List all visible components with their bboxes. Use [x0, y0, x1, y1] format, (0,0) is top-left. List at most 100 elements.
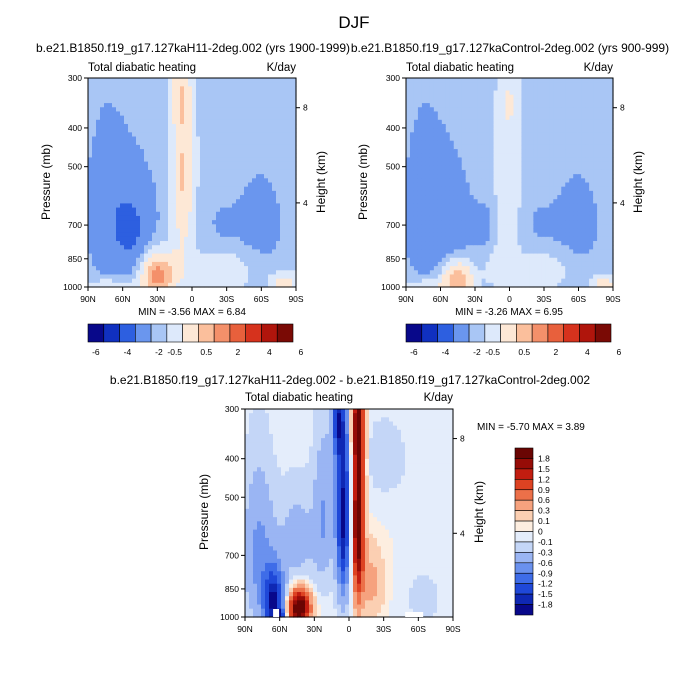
heatmap-cell — [465, 270, 471, 276]
heatmap-cell — [457, 249, 463, 255]
heatmap-cell — [88, 119, 93, 125]
heatmap-cell — [453, 82, 459, 87]
heatmap-cell — [248, 157, 253, 163]
heatmap-cell — [100, 178, 105, 184]
heatmap-cell — [108, 211, 113, 217]
heatmap-cell — [521, 132, 527, 138]
heatmap-cell — [108, 82, 113, 87]
heatmap-cell — [168, 253, 173, 259]
heatmap-cell — [417, 190, 423, 196]
heatmap-cell — [489, 149, 495, 154]
heatmap-cell — [88, 245, 93, 250]
heatmap-cell — [406, 140, 411, 146]
heatmap-cell — [228, 107, 233, 113]
heatmap-cell — [565, 278, 570, 284]
heatmap-cell — [108, 253, 113, 259]
heatmap-cell — [100, 111, 105, 117]
heatmap-cell — [533, 111, 538, 117]
heatmap-cell — [100, 103, 105, 108]
heatmap-cell — [533, 253, 538, 259]
heatmap-cell — [260, 132, 265, 138]
heatmap-cell — [292, 211, 297, 217]
heatmap-cell — [425, 78, 431, 83]
heatmap-cell — [96, 266, 101, 271]
heatmap-cell — [417, 207, 423, 213]
heatmap-cell — [577, 123, 582, 129]
heatmap-cell — [577, 103, 582, 108]
heatmap-cell — [148, 78, 153, 83]
heatmap-cell — [545, 107, 550, 113]
heatmap-cell — [188, 103, 193, 108]
heatmap-cell — [148, 82, 153, 87]
heatmap-cell — [577, 241, 582, 246]
heatmap-cell — [433, 78, 439, 83]
heatmap-cell — [268, 165, 273, 171]
heatmap-cell — [124, 245, 129, 250]
heatmap-cell — [421, 132, 427, 138]
heatmap-cell — [176, 165, 181, 171]
heatmap-cell — [224, 282, 229, 288]
heatmap-cell — [236, 261, 241, 267]
heatmap-cell — [172, 128, 177, 133]
heatmap-cell — [569, 224, 574, 230]
heatmap-cell — [505, 199, 511, 204]
heatmap-cell — [276, 157, 281, 163]
heatmap-cell — [525, 178, 530, 184]
heatmap-cell — [88, 249, 93, 255]
heatmap-cell — [549, 123, 554, 129]
heatmap-cell — [589, 82, 594, 87]
panel-top-left-title: b.e21.B1850.f19_g17.127kaH11-2deg.002 (y… — [36, 41, 350, 55]
heatmap-cell — [92, 257, 97, 263]
heatmap-cell — [465, 140, 471, 146]
heatmap-cell — [557, 78, 562, 83]
heatmap-cell — [425, 282, 431, 288]
heatmap-cell — [168, 140, 173, 146]
heatmap-cell — [417, 253, 423, 259]
heatmap-cell — [477, 253, 483, 259]
heatmap-cell — [256, 132, 261, 138]
heatmap-cell — [208, 111, 213, 117]
heatmap-cell — [292, 282, 297, 288]
heatmap-cell — [497, 228, 503, 234]
heatmap-cell — [449, 165, 455, 171]
heatmap-cell — [248, 107, 253, 113]
heatmap-cell — [477, 195, 483, 200]
heatmap-cell — [136, 165, 141, 171]
heatmap-cell — [577, 157, 582, 163]
heatmap-cell — [505, 78, 511, 83]
colorbar-box — [103, 323, 120, 343]
heatmap-cell — [260, 224, 265, 230]
heatmap-cell — [529, 282, 534, 288]
heatmap-cell — [433, 123, 439, 129]
heatmap-cell — [192, 211, 197, 217]
heatmap-cell — [172, 111, 177, 117]
heatmap-cell — [521, 224, 527, 230]
heatmap-cell — [473, 215, 479, 221]
heatmap-cell — [437, 266, 443, 271]
heatmap-cell — [100, 282, 105, 288]
heatmap-cell — [429, 215, 435, 221]
heatmap-cell — [88, 261, 93, 267]
heatmap-cell — [128, 215, 133, 221]
heatmap-cell — [156, 140, 161, 146]
heatmap-cell — [104, 86, 109, 92]
heatmap-cell — [561, 169, 566, 175]
heatmap-cell — [417, 169, 423, 175]
heatmap-cell — [252, 144, 257, 150]
heatmap-cell — [553, 261, 558, 267]
heatmap-cell — [465, 128, 471, 133]
heatmap-cell — [541, 253, 546, 259]
heatmap-cell — [457, 157, 463, 163]
heatmap-cell — [256, 174, 261, 179]
heatmap-cell — [164, 195, 169, 200]
heatmap-cell — [509, 182, 515, 188]
heatmap-cell — [252, 103, 257, 108]
heatmap-cell — [513, 253, 519, 259]
heatmap-cell — [188, 165, 193, 171]
heatmap-cell — [501, 98, 507, 104]
heatmap-cell — [505, 115, 511, 121]
heatmap-cell — [485, 236, 491, 242]
heatmap-cell — [453, 190, 459, 196]
heatmap-cell — [545, 123, 550, 129]
heatmap-cell — [461, 123, 467, 129]
